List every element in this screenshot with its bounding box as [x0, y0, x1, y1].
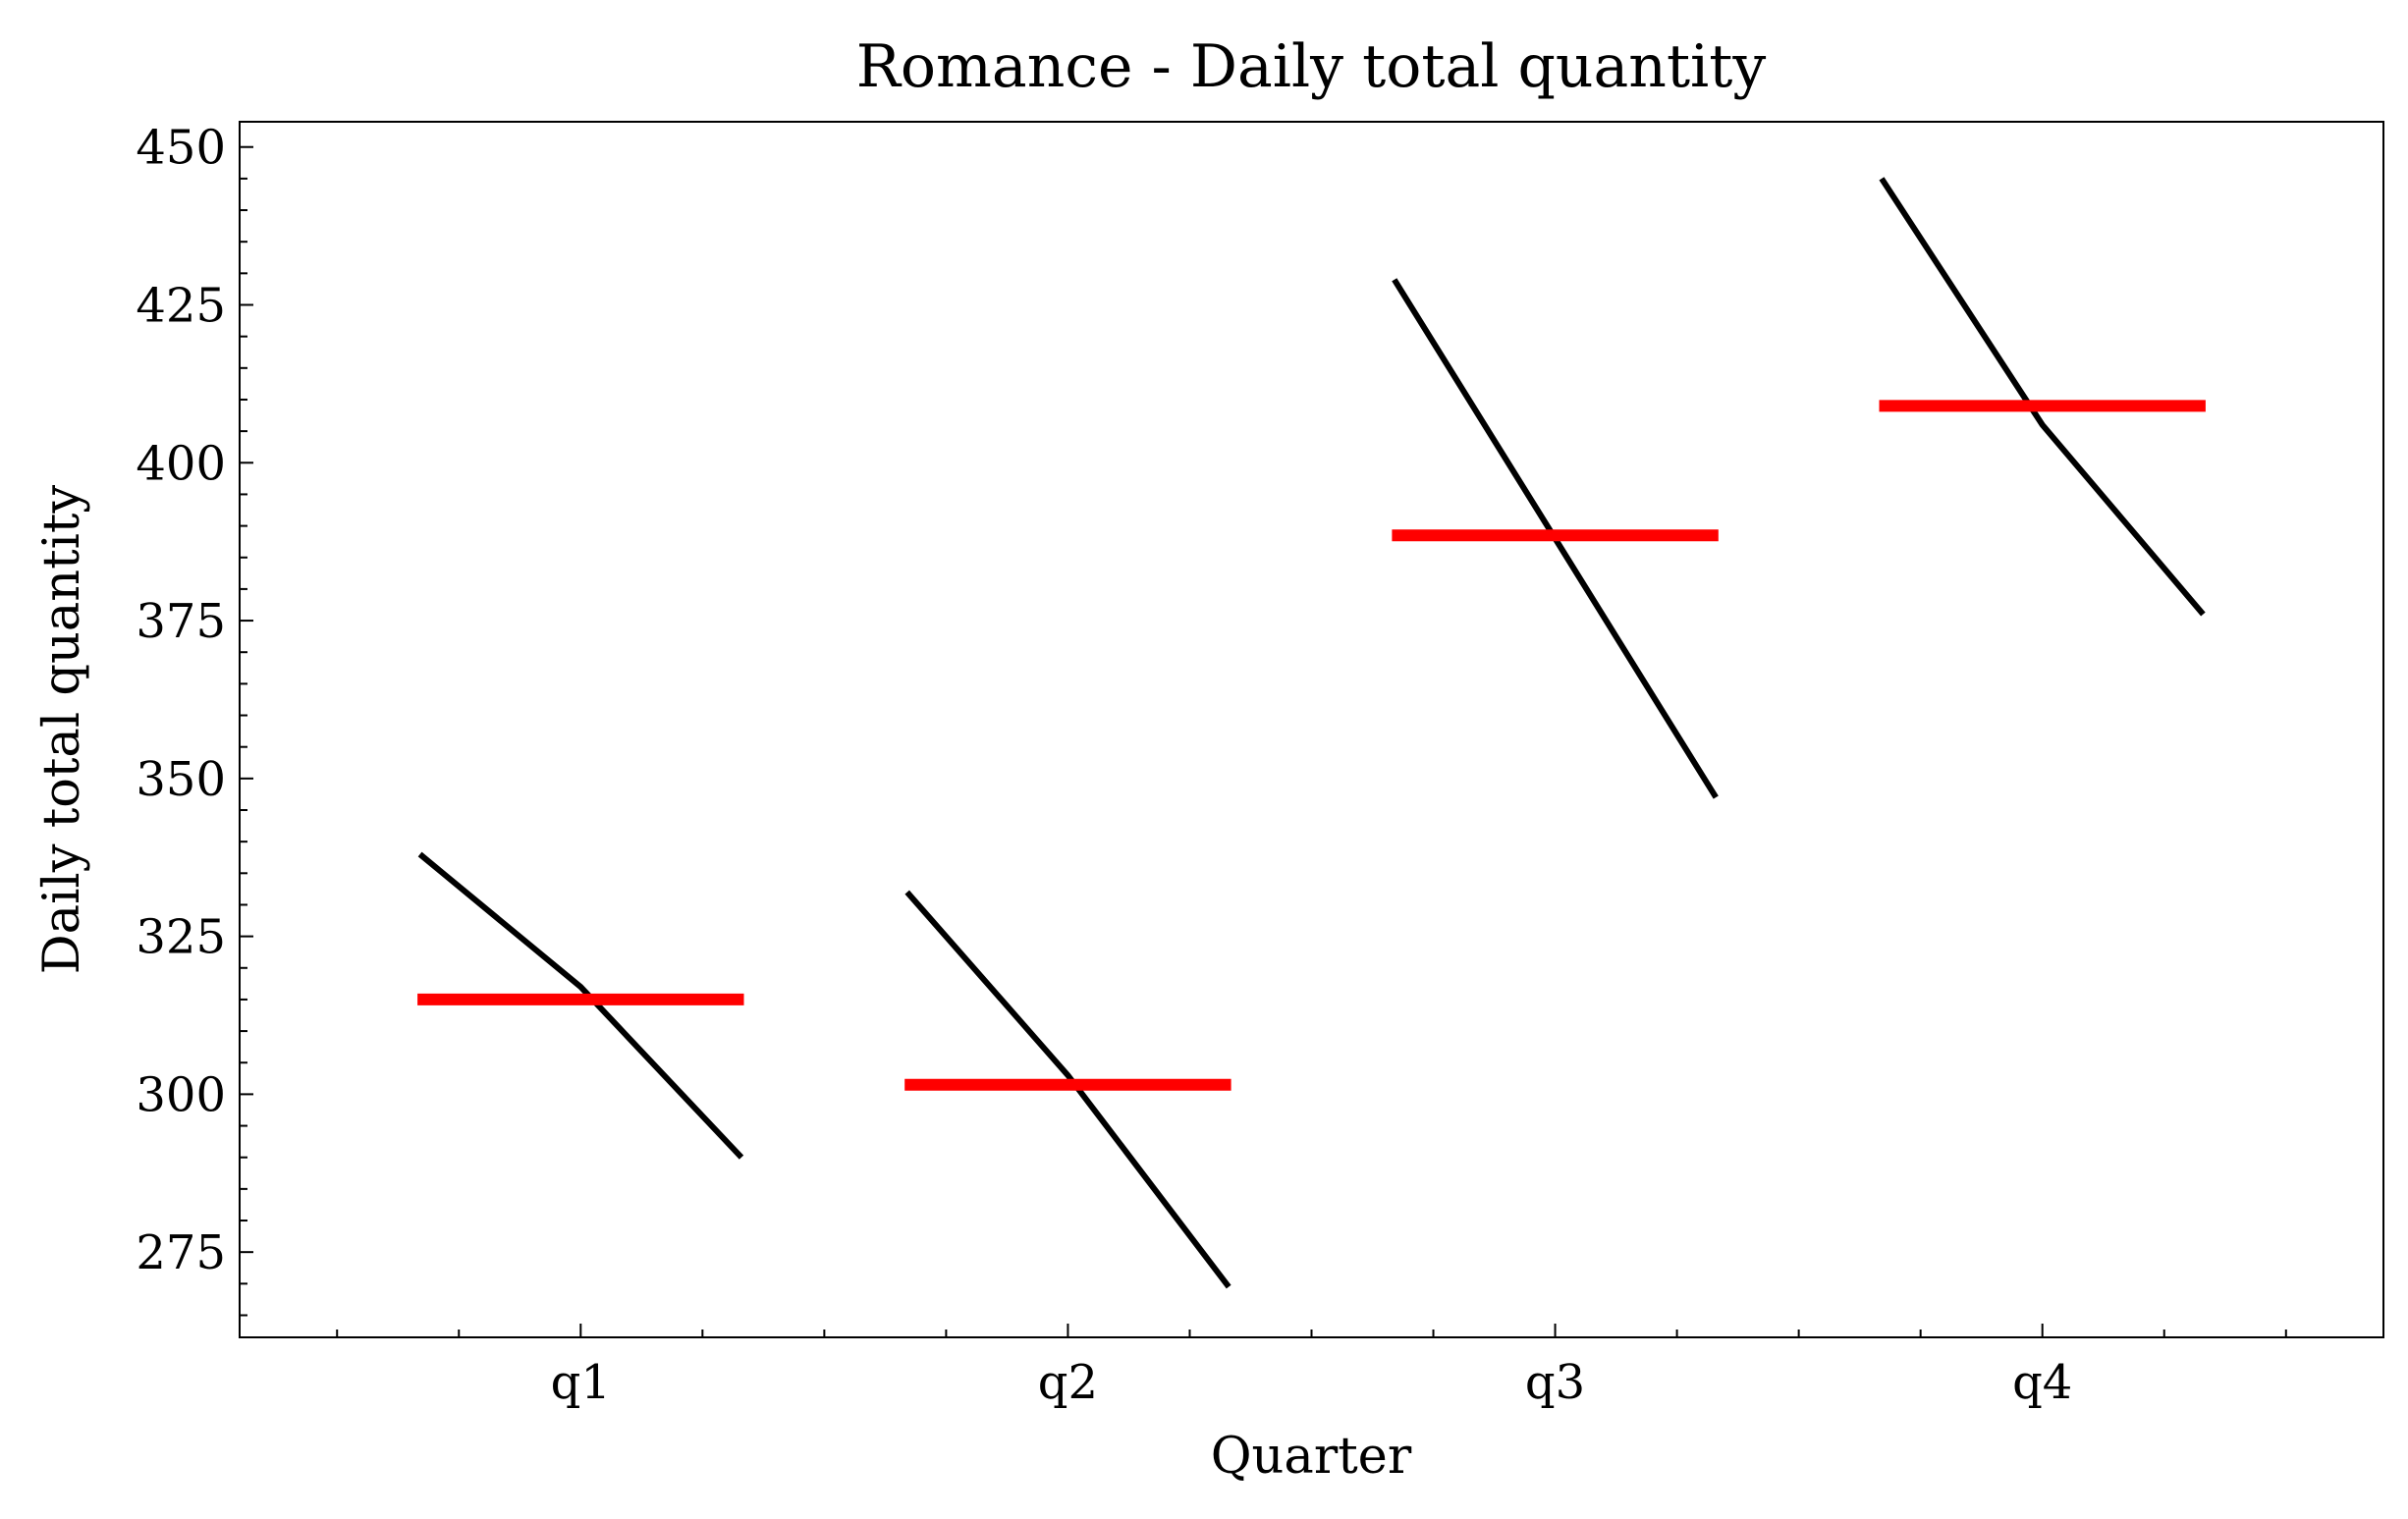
x-axis-label: Quarter [1211, 1428, 1412, 1486]
y-tick-label: 275 [136, 1225, 226, 1280]
daily-line-q4 [1879, 177, 2206, 617]
y-tick-label: 400 [136, 436, 226, 491]
daily-line-q2 [904, 890, 1231, 1289]
y-tick-label: 325 [136, 910, 226, 965]
y-axis-label: Daily total quantity [33, 485, 91, 975]
y-tick-label: 300 [136, 1067, 226, 1122]
y-tick-label: 375 [136, 594, 226, 649]
chart-title: Romance - Daily total quantity [856, 32, 1767, 101]
x-tick-label: q3 [1525, 1355, 1585, 1410]
x-tick-label: q1 [551, 1355, 611, 1410]
y-tick-label: 425 [136, 279, 226, 334]
plot-frame [239, 121, 2384, 1338]
x-tick-label: q2 [1038, 1355, 1098, 1410]
plot-marks [417, 177, 2206, 1289]
daily-line-q1 [417, 851, 744, 1160]
x-tick-label: q4 [2012, 1355, 2072, 1410]
y-tick-label: 350 [136, 752, 226, 807]
axes: 275 300 325 350 375 400 425 450 q1 q2 q3 q4 [136, 121, 2287, 1410]
y-tick-label: 450 [136, 121, 226, 176]
